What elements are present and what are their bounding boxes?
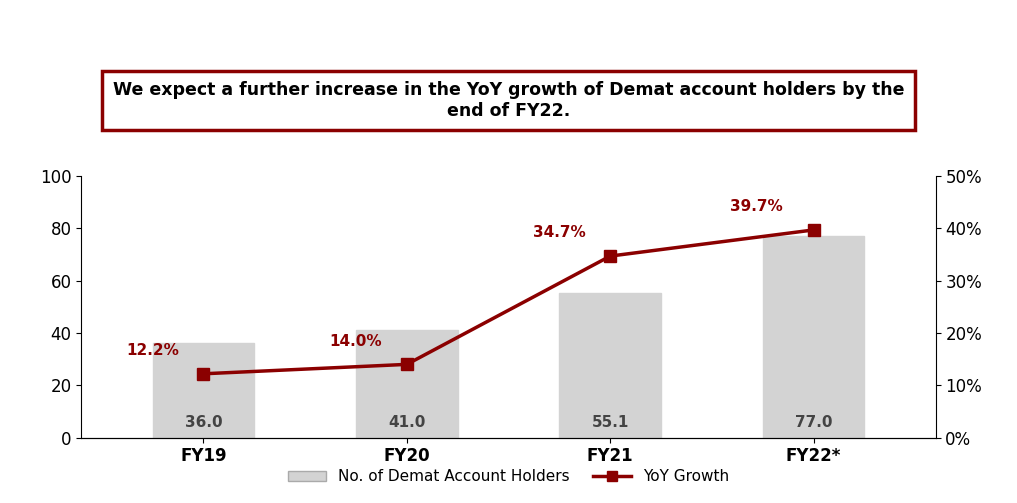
Bar (153, 344, 254, 438)
Text: 41.0: 41.0 (388, 415, 425, 430)
Text: 39.7%: 39.7% (730, 199, 783, 214)
Text: We expect a further increase in the YoY growth of Demat account holders by the
e: We expect a further increase in the YoY … (113, 81, 904, 120)
Bar (356, 330, 458, 438)
Text: 55.1: 55.1 (592, 415, 629, 430)
Bar (559, 293, 661, 438)
Text: 14.0%: 14.0% (330, 333, 382, 349)
Text: 34.7%: 34.7% (533, 225, 586, 240)
Text: 12.2%: 12.2% (126, 343, 179, 358)
Legend: No. of Demat Account Holders, YoY Growth: No. of Demat Account Holders, YoY Growth (282, 463, 735, 490)
Text: 36.0: 36.0 (185, 415, 222, 430)
Text: 77.0: 77.0 (795, 415, 832, 430)
Bar (763, 236, 864, 438)
